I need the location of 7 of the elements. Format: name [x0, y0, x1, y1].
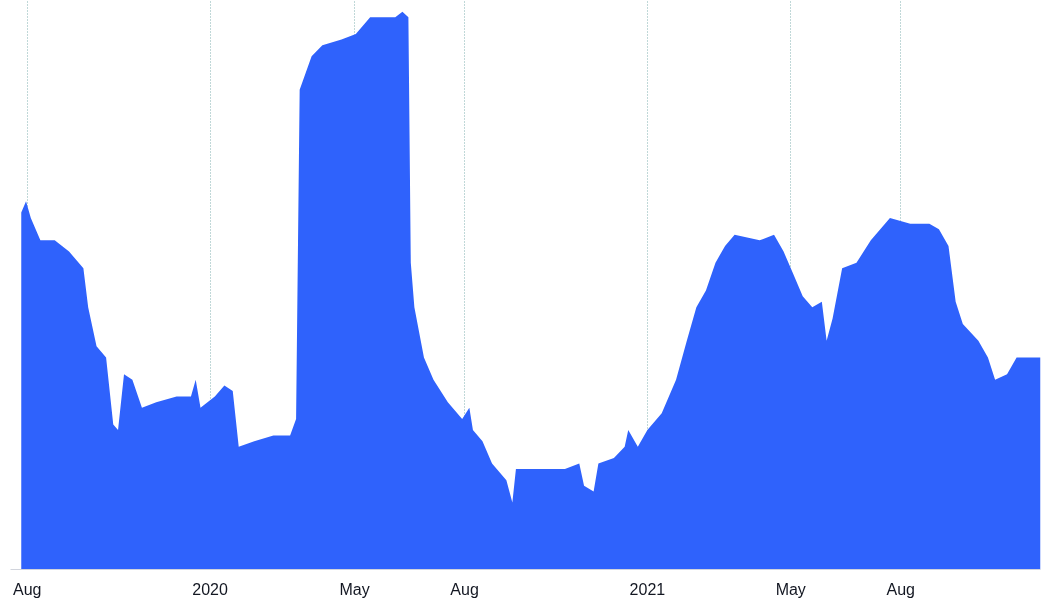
x-tick-label: Aug [12, 580, 42, 598]
x-tick-label: May [339, 580, 370, 598]
x-tick-label: Aug [450, 580, 479, 598]
x-tick-label: 2020 [192, 580, 228, 598]
x-tick-label: May [775, 580, 806, 598]
x-tick-label: 2021 [629, 580, 666, 598]
x-tick-label: Aug [886, 580, 915, 598]
